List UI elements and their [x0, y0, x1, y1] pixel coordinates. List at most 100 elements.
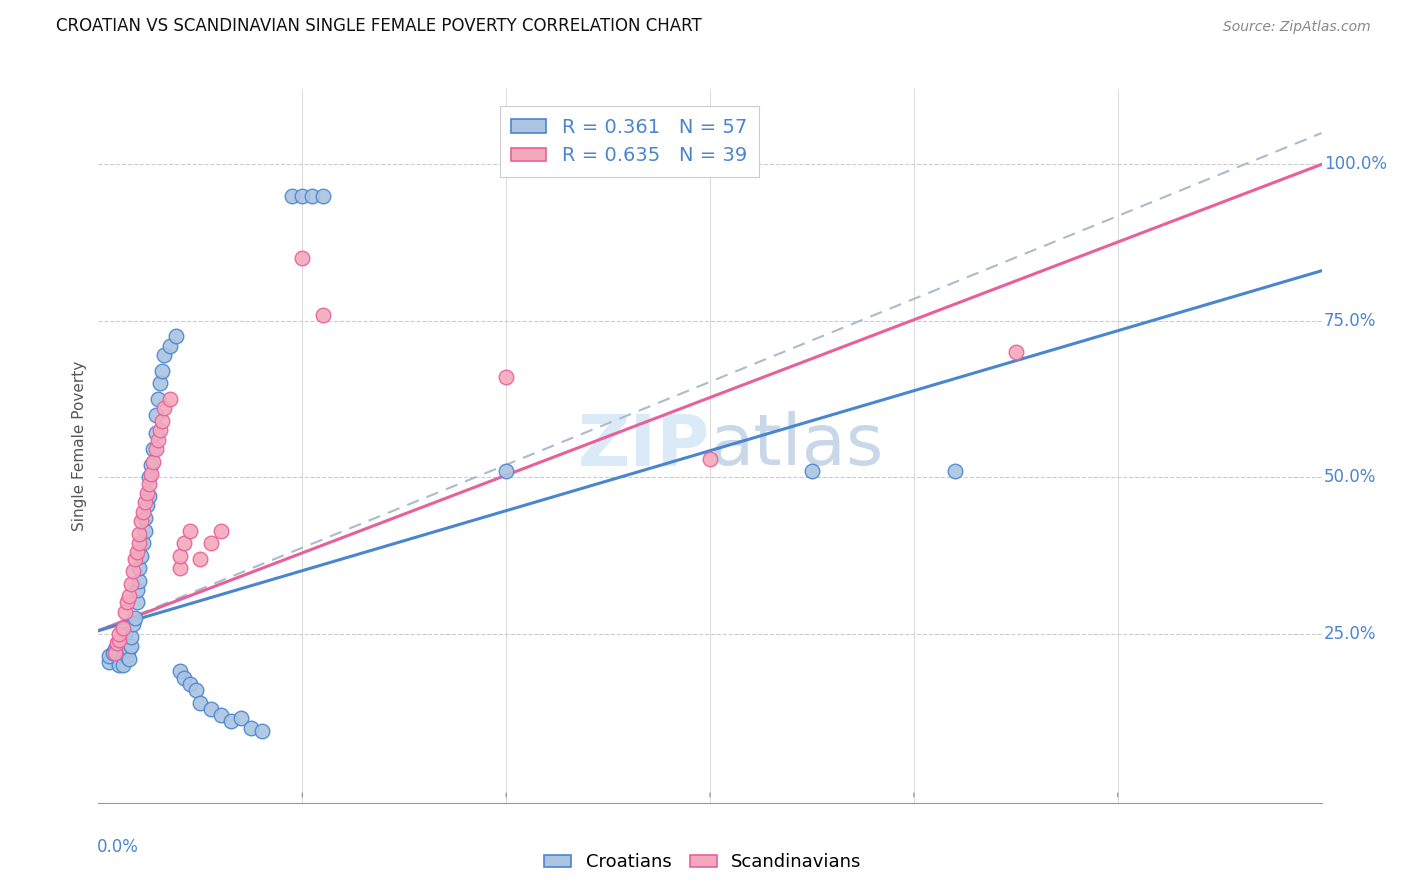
- Point: [118, 652, 141, 666]
- Point: [136, 486, 159, 500]
- Point: [129, 514, 152, 528]
- Point: [104, 646, 127, 660]
- Point: [188, 696, 212, 710]
- Point: [146, 392, 169, 406]
- Point: [97, 655, 120, 669]
- Text: atlas: atlas: [710, 411, 884, 481]
- Point: [105, 636, 128, 650]
- Point: [128, 536, 150, 550]
- Point: [231, 711, 253, 725]
- Point: [301, 188, 323, 202]
- Point: [145, 442, 167, 457]
- Point: [159, 392, 181, 406]
- Point: [801, 464, 824, 478]
- Point: [128, 526, 150, 541]
- Point: [108, 633, 131, 648]
- Point: [114, 627, 136, 641]
- Point: [142, 442, 165, 457]
- Y-axis label: Single Female Poverty: Single Female Poverty: [72, 361, 87, 531]
- Point: [120, 576, 142, 591]
- Point: [943, 464, 966, 478]
- Point: [145, 408, 167, 422]
- Point: [105, 640, 128, 654]
- Point: [312, 188, 335, 202]
- Point: [1004, 345, 1026, 359]
- Point: [122, 564, 145, 578]
- Point: [132, 505, 155, 519]
- Point: [104, 642, 127, 657]
- Point: [150, 414, 173, 428]
- Point: [124, 611, 146, 625]
- Point: [114, 646, 136, 660]
- Legend: Croatians, Scandinavians: Croatians, Scandinavians: [537, 847, 869, 879]
- Point: [179, 524, 201, 538]
- Point: [134, 495, 156, 509]
- Point: [145, 426, 167, 441]
- Point: [122, 617, 145, 632]
- Legend: R = 0.361   N = 57, R = 0.635   N = 39: R = 0.361 N = 57, R = 0.635 N = 39: [499, 106, 759, 178]
- Point: [118, 589, 141, 603]
- Point: [132, 536, 155, 550]
- Point: [169, 561, 191, 575]
- Point: [179, 677, 201, 691]
- Point: [138, 476, 160, 491]
- Point: [209, 708, 232, 723]
- Point: [128, 561, 150, 575]
- Point: [150, 364, 173, 378]
- Point: [699, 451, 721, 466]
- Point: [111, 621, 134, 635]
- Point: [240, 721, 263, 735]
- Point: [120, 630, 142, 644]
- Point: [134, 524, 156, 538]
- Point: [124, 551, 146, 566]
- Point: [111, 658, 134, 673]
- Point: [129, 549, 152, 563]
- Point: [159, 339, 181, 353]
- Point: [146, 433, 169, 447]
- Point: [495, 464, 517, 478]
- Point: [188, 551, 212, 566]
- Point: [141, 467, 163, 482]
- Point: [173, 536, 195, 550]
- Text: 25.0%: 25.0%: [1324, 624, 1376, 643]
- Point: [108, 633, 131, 648]
- Point: [127, 582, 149, 597]
- Point: [118, 642, 141, 657]
- Point: [138, 489, 160, 503]
- Point: [200, 536, 222, 550]
- Point: [108, 627, 131, 641]
- Text: ZIP: ZIP: [578, 411, 710, 481]
- Point: [97, 648, 120, 663]
- Point: [291, 251, 314, 265]
- Text: 0.0%: 0.0%: [97, 838, 138, 856]
- Point: [149, 423, 172, 437]
- Point: [152, 401, 174, 416]
- Point: [120, 640, 142, 654]
- Point: [165, 329, 187, 343]
- Point: [127, 545, 149, 559]
- Point: [101, 646, 124, 660]
- Point: [134, 511, 156, 525]
- Point: [136, 499, 159, 513]
- Point: [108, 646, 131, 660]
- Point: [281, 188, 304, 202]
- Text: Source: ZipAtlas.com: Source: ZipAtlas.com: [1223, 21, 1371, 34]
- Point: [209, 524, 232, 538]
- Point: [149, 376, 172, 391]
- Point: [108, 658, 131, 673]
- Point: [200, 702, 222, 716]
- Point: [173, 671, 195, 685]
- Text: 100.0%: 100.0%: [1324, 155, 1388, 173]
- Point: [111, 648, 134, 663]
- Point: [128, 574, 150, 588]
- Point: [291, 188, 314, 202]
- Point: [142, 455, 165, 469]
- Point: [169, 549, 191, 563]
- Point: [114, 605, 136, 619]
- Point: [169, 665, 191, 679]
- Point: [141, 458, 163, 472]
- Point: [219, 714, 242, 729]
- Point: [115, 648, 138, 663]
- Point: [138, 470, 160, 484]
- Point: [152, 348, 174, 362]
